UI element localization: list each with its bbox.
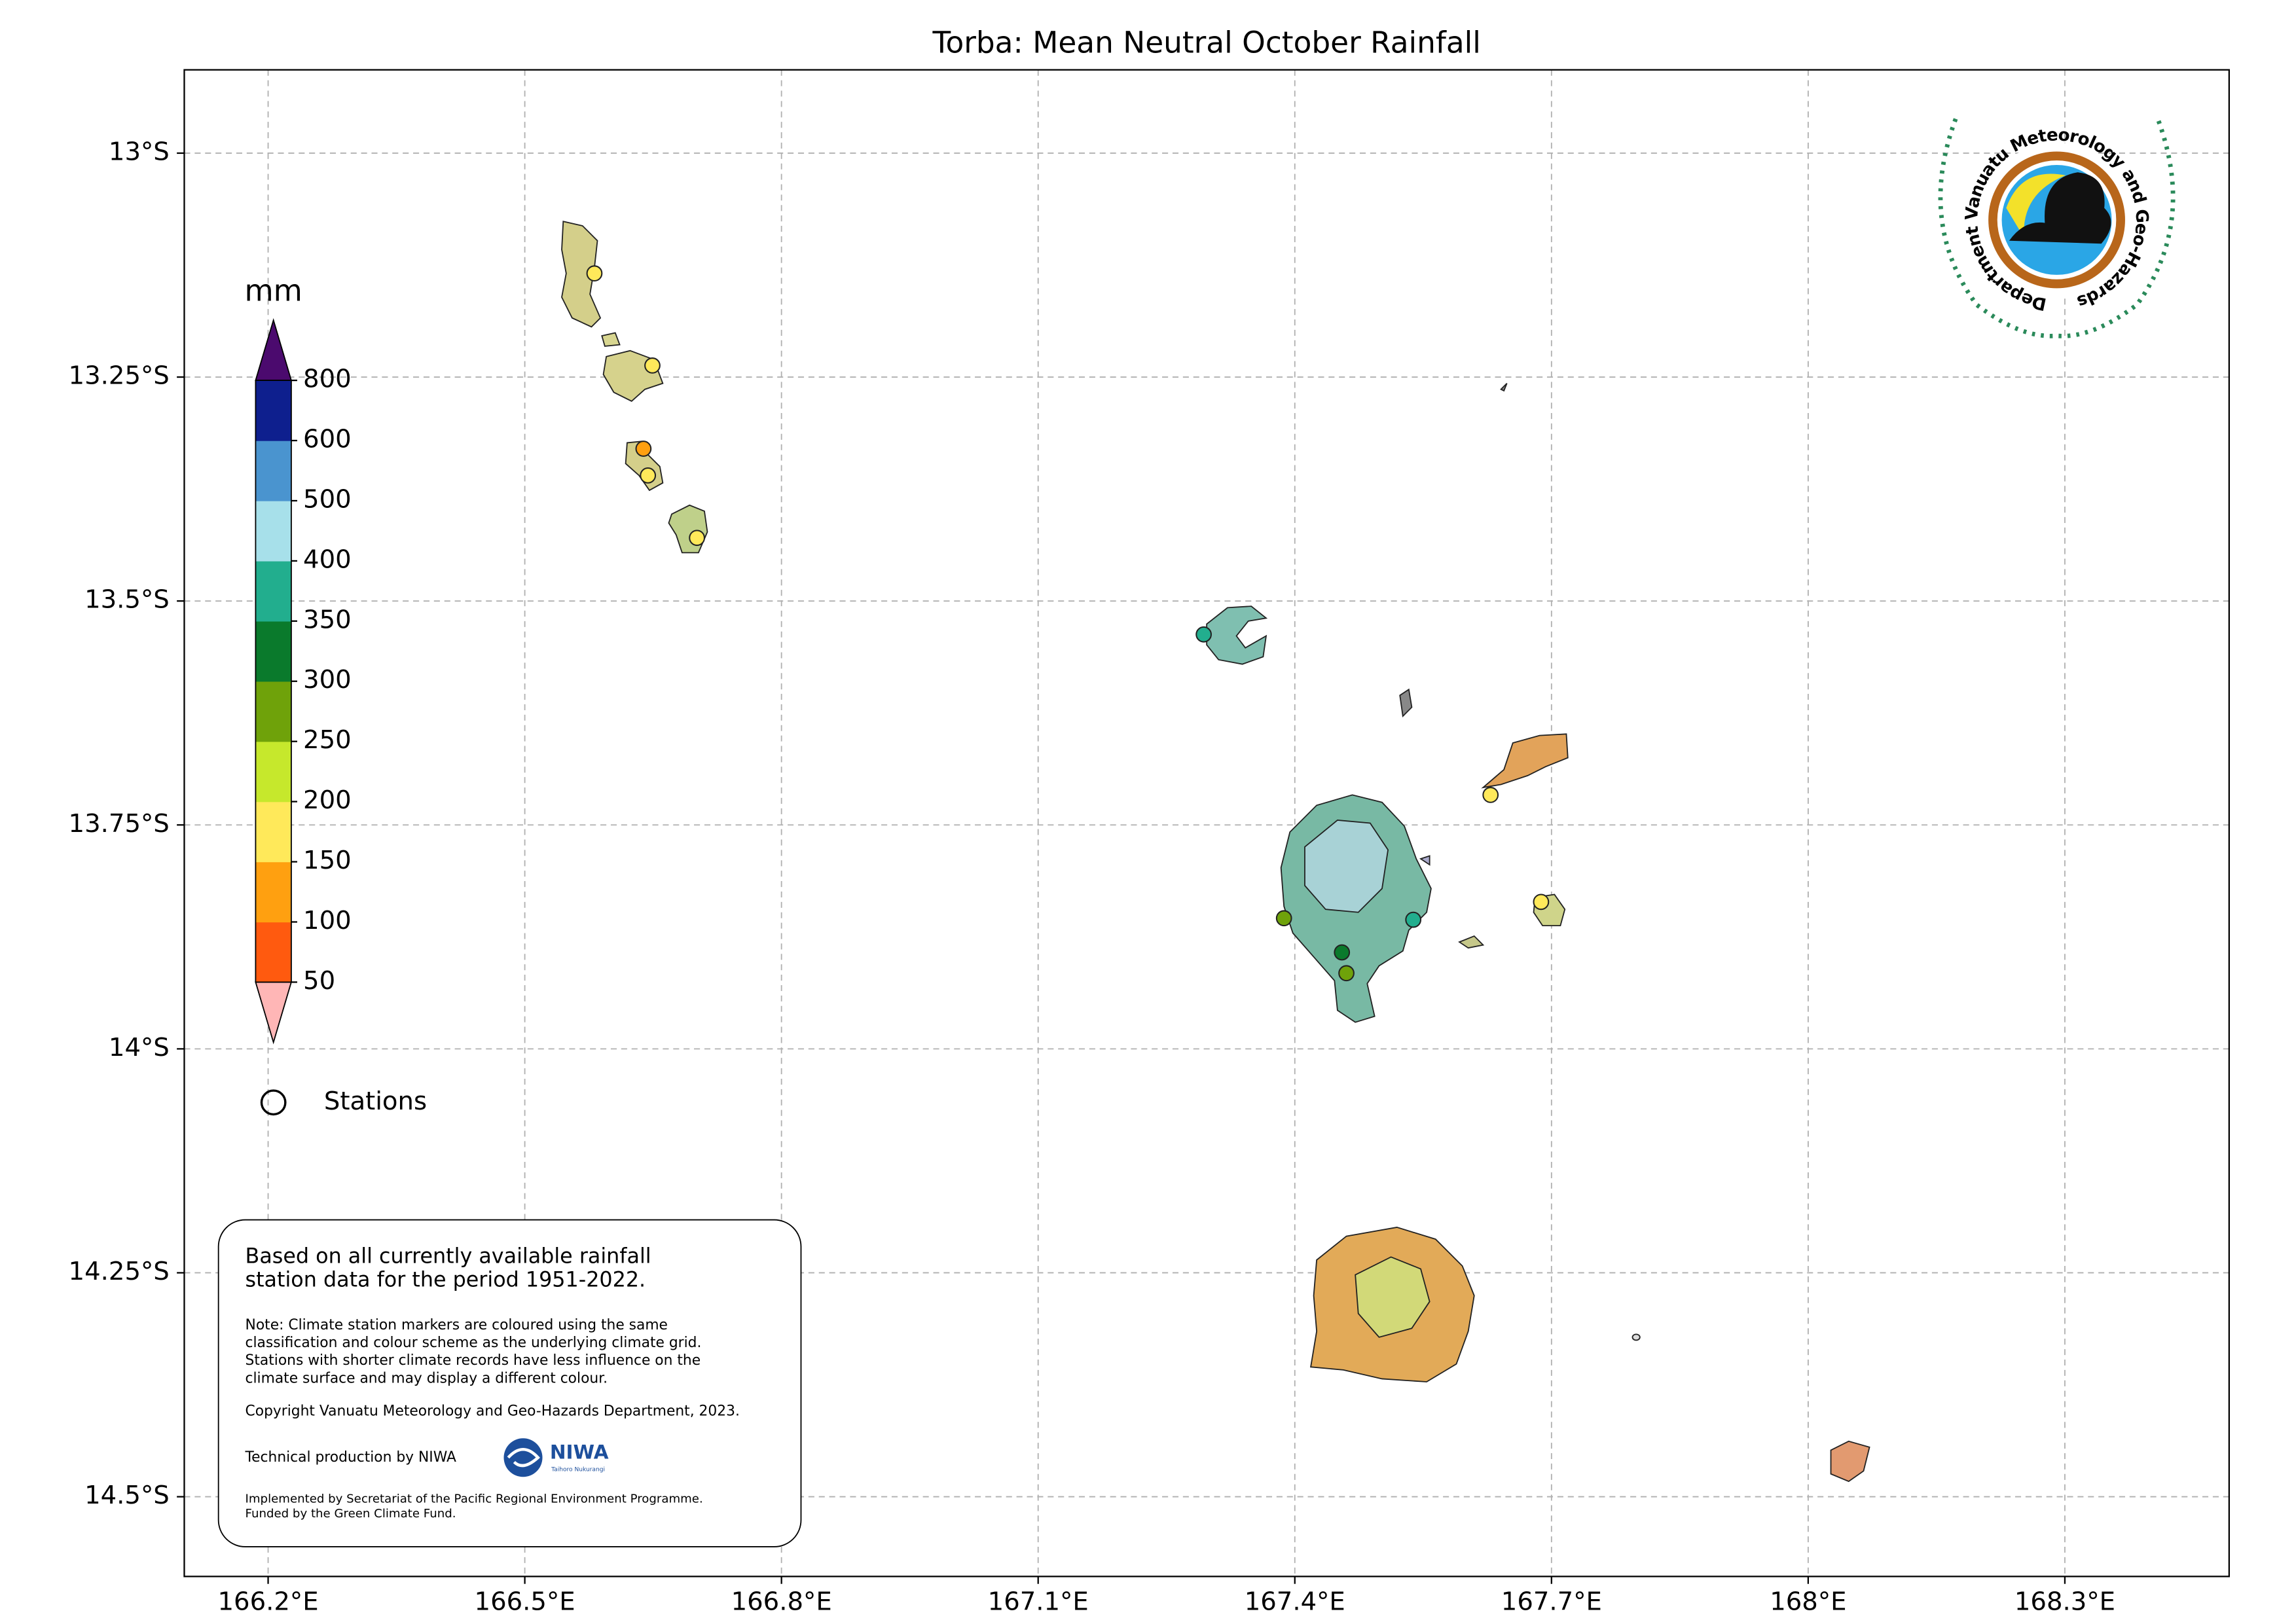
vmgd-logo: Department Vanuatu Meteorology and Geo-H… [1938,118,2176,338]
colorbar-segment [255,441,291,501]
copyright: Copyright Vanuatu Meteorology and Geo-Ha… [246,1403,740,1419]
colorbar-tick-label: 350 [303,605,352,634]
station-marker [1405,911,1422,928]
station-marker [689,530,705,547]
station-marker [1533,893,1550,911]
y-tick-label: 13.25°S [69,361,170,391]
y-tick-label: 13°S [109,137,170,166]
x-tick-label: 167.7°E [1501,1587,1602,1617]
station-marker [586,265,603,282]
implemented-line: Funded by the Green Climate Fund. [246,1507,456,1521]
summary-line: Based on all currently available rainfal… [246,1244,651,1268]
note-line: Note: Climate station markers are colour… [246,1317,668,1333]
islands [561,221,1870,1483]
colorbar-tick-label: 100 [303,906,352,935]
x-tick-label: 166.5°E [475,1587,575,1617]
islet [1399,688,1413,718]
colorbar-tick-label: 500 [303,484,352,514]
summary-line: station data for the period 1951-2022. [246,1269,646,1292]
islet [1458,935,1485,949]
implemented-line: Implemented by Secretariat of the Pacifi… [246,1492,703,1506]
islet [1419,855,1430,866]
colorbar-label: mm [244,274,302,308]
logo-cloud [2009,172,2111,244]
islet [1631,1333,1641,1341]
station-marker [1275,910,1292,927]
colorbar-segment [255,681,291,742]
colorbar-tick-label: 250 [303,725,352,755]
niwa-emblem [503,1438,543,1477]
x-tick-label: 167.1°E [988,1587,1089,1617]
x-tick-label: 168.3°E [2014,1587,2115,1617]
colorbar-segment [255,801,291,863]
colorbar-segment [255,621,291,682]
colorbar-segment [255,380,291,441]
station-marker [635,441,652,457]
stations [586,265,1550,982]
colorbar-tick-label: 300 [303,665,352,695]
colorbar-tick-label: 800 [303,365,352,394]
islet [1500,382,1508,392]
note-line: classification and colour scheme as the … [246,1335,702,1351]
note-line: climate surface and may display a differ… [246,1370,608,1386]
colorbar-tick-label: 150 [303,846,352,875]
colorbar-segment [255,560,291,622]
y-tick-label: 13.5°S [84,585,170,615]
island [601,332,621,347]
island [1481,733,1569,789]
map-frame [183,69,2230,1578]
note-line: Stations with shorter climate records ha… [246,1352,701,1369]
colorbar-segment [255,922,291,983]
island-highland [1355,1256,1430,1338]
station-marker [1334,944,1351,961]
colorbar-segment [255,861,291,923]
island [1830,1440,1870,1483]
niwa-tagline: Taihoro Nukurangi [551,1466,605,1473]
colorbar-tick-label: 50 [303,966,335,996]
x-tick-label: 166.8°E [731,1587,832,1617]
niwa-name: NIWA [550,1441,609,1463]
colorbar-tick-label: 200 [303,785,352,815]
niwa-logo: NIWA Taihoro Nukurangi [503,1438,609,1477]
x-tick-label: 166.2°E [217,1587,318,1617]
map-title: Torba: Mean Neutral October Rainfall [932,26,1480,60]
colorbar-tick-label: 400 [303,545,352,574]
colorbar: 50 100 150 200 250 300 350 400 500 600 800 [255,317,352,1045]
station-marker [640,467,657,484]
logo-sun [2006,173,2066,238]
y-tick-label: 14.5°S [84,1481,170,1510]
colorbar-segment [255,500,291,562]
info-box [217,1219,802,1547]
station-marker [1338,965,1355,982]
x-tick-label: 167.4°E [1245,1587,1345,1617]
station-marker [1195,626,1212,643]
island-highland [1304,820,1389,913]
stations-legend-label: Stations [324,1087,427,1116]
station-marker [644,357,661,374]
y-tick-label: 14.25°S [69,1257,170,1286]
colorbar-segment [255,741,291,803]
island [1206,605,1268,665]
station-marker [1482,787,1499,803]
x-tick-label: 168°E [1770,1587,1846,1617]
y-tick-label: 13.75°S [69,809,170,839]
niwa-swirl [507,1448,540,1468]
info-box-text: Based on all currently available rainfal… [245,1244,740,1521]
technical-production: Technical production by NIWA [245,1449,457,1466]
island [561,221,602,328]
colorbar-tick-label: 600 [303,425,352,454]
stations-legend-marker [260,1089,287,1116]
y-tick-label: 14°S [109,1033,170,1062]
